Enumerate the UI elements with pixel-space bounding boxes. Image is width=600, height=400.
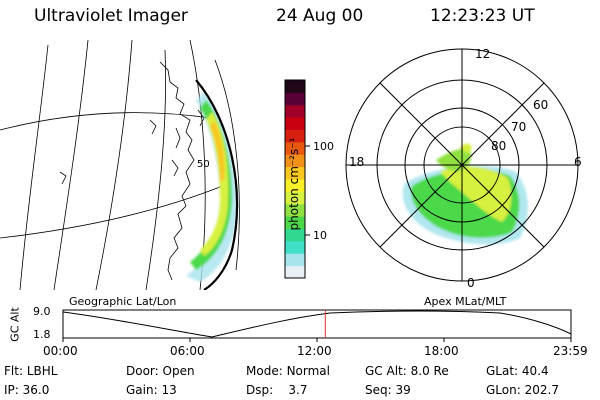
- mlt-label-0: 0: [467, 276, 475, 290]
- colorbar-cell: [285, 179, 305, 192]
- colorbar-cell: [285, 129, 305, 143]
- mlat-label-70: 70: [511, 120, 527, 134]
- colorbar-cell: [285, 117, 305, 130]
- time-label: 12:23:23 UT: [430, 6, 535, 26]
- time-tick-1: 06:00: [170, 344, 205, 358]
- colorbar-ticks: [305, 145, 310, 236]
- altitude-strip: [62, 309, 572, 342]
- footer-glon: GLon: 202.7: [486, 383, 559, 397]
- mlat-label-60: 60: [533, 98, 549, 112]
- parallel-grid: [0, 112, 226, 239]
- colorbar-cell: [285, 216, 305, 229]
- colorbar: [284, 79, 310, 279]
- colorbar-cell: [285, 265, 305, 279]
- footer-door: Door: Open: [126, 364, 195, 378]
- mlt-label-18: 18: [349, 155, 365, 169]
- altitude-ylabel: GC Alt: [8, 307, 22, 342]
- colorbar-cell: [285, 92, 305, 106]
- footer-glat: GLat: 40.4: [486, 364, 549, 378]
- colorbar-cell: [285, 141, 305, 155]
- geo-panel-label: Geographic Lat/Lon: [69, 295, 177, 308]
- footer-dsp: Dsp: 3.7: [246, 383, 308, 397]
- time-tick-4: 23:59: [553, 344, 588, 358]
- footer-gain: Gain: 13: [126, 383, 177, 397]
- aurora-geo: [186, 92, 238, 282]
- colorbar-tick-100: 100: [313, 140, 334, 153]
- colorbar-cell: [285, 203, 305, 217]
- aurora-polar: [402, 143, 528, 245]
- instrument-title: Ultraviolet Imager: [34, 6, 188, 26]
- altitude-curve: [62, 310, 572, 338]
- polar-panel-label: Apex MLat/MLT: [424, 295, 507, 308]
- polar-panel: [345, 48, 579, 282]
- earth-limb: [195, 79, 239, 290]
- mlt-label-6: 6: [574, 155, 582, 169]
- colorbar-tick-10: 10: [313, 229, 327, 242]
- geo-grid-label: 50: [197, 159, 210, 170]
- colorbar-cell: [285, 104, 305, 118]
- colorbar-cell: [285, 166, 305, 180]
- footer-flt: Flt: LBHL: [4, 364, 58, 378]
- polar-grid: [346, 49, 578, 281]
- time-tick-3: 18:00: [424, 344, 459, 358]
- colorbar-cell: [285, 191, 305, 205]
- date-label: 24 Aug 00: [276, 6, 364, 26]
- mlt-label-12: 12: [475, 47, 491, 61]
- footer-mode: Mode: Normal: [246, 364, 330, 378]
- time-tick-0: 00:00: [43, 344, 78, 358]
- footer-gc-alt: GC Alt: 8.0 Re: [365, 364, 449, 378]
- colorbar-cell: [285, 253, 305, 267]
- altitude-ytick-bottom: 1.8: [33, 328, 51, 341]
- coastline: [59, 61, 205, 281]
- footer-seq: Seq: 39: [365, 383, 411, 397]
- colorbar-cell: [285, 228, 305, 242]
- time-tick-2: 12:00: [297, 344, 332, 358]
- time-ticks: [62, 338, 572, 342]
- colorbar-cell: [285, 154, 305, 168]
- altitude-ytick-top: 9.0: [33, 305, 51, 318]
- colorbar-label: photon cm⁻²s⁻¹: [287, 137, 301, 231]
- colorbar-cell: [285, 80, 305, 93]
- geographic-panel: [0, 40, 240, 290]
- footer-ip: IP: 36.0: [4, 383, 50, 397]
- colorbar-cell: [285, 240, 305, 254]
- mlat-label-80: 80: [491, 139, 507, 153]
